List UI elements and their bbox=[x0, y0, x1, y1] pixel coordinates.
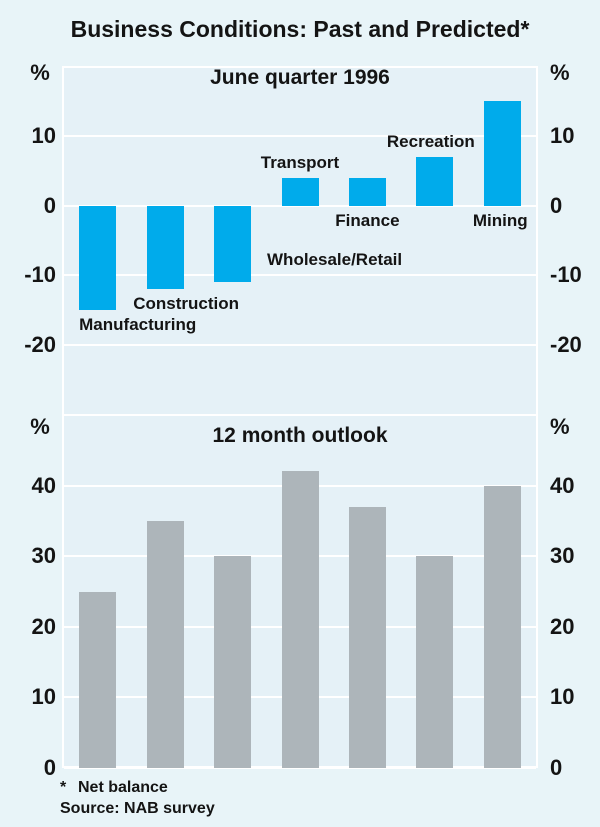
y-axis-tick-left: -20 bbox=[24, 332, 56, 358]
y-axis-tick-right: 0 bbox=[550, 192, 563, 218]
gridline bbox=[64, 767, 536, 769]
category-label-recreation: Recreation bbox=[386, 131, 475, 151]
category-label-transport: Transport bbox=[260, 152, 340, 172]
y-axis-tick-left: 0 bbox=[43, 755, 56, 780]
gridline bbox=[64, 274, 536, 277]
panel-title-12-month-outlook: 12 month outlook bbox=[212, 424, 388, 447]
category-label-mining: Mining bbox=[472, 210, 528, 230]
y-axis-tick-right: -20 bbox=[550, 332, 582, 358]
percent-axis-label-top-right: % bbox=[550, 60, 570, 85]
footnote-net-balance: * Net balance bbox=[60, 778, 168, 798]
y-axis-tick-right: 10 bbox=[550, 122, 575, 148]
y-axis-tick-right: 10 bbox=[550, 684, 575, 710]
panel-title-june-quarter-1996: June quarter 1996 bbox=[210, 66, 390, 89]
outlook-bar-mining bbox=[483, 485, 521, 768]
bar-mining bbox=[483, 100, 521, 206]
bar-wholesale-retail bbox=[214, 205, 252, 283]
percent-axis-label-bottom-right: % bbox=[550, 414, 570, 439]
y-axis-tick-right: -10 bbox=[550, 262, 582, 288]
y-axis-tick-left: 40 bbox=[31, 472, 56, 498]
y-axis-tick-right: 30 bbox=[550, 543, 575, 569]
footnote-marker: * bbox=[60, 779, 67, 796]
outlook-bar-construction bbox=[146, 520, 184, 768]
outlook-bar-finance bbox=[348, 506, 386, 768]
chart-title: Business Conditions: Past and Predicted* bbox=[70, 16, 530, 42]
gridline bbox=[64, 204, 536, 207]
percent-axis-label-top-left: % bbox=[30, 60, 50, 85]
category-label-construction: Construction bbox=[133, 294, 240, 314]
outlook-bar-transport bbox=[281, 471, 319, 768]
y-axis-tick-left: 10 bbox=[31, 684, 56, 710]
y-axis-tick-left: 0 bbox=[43, 192, 56, 218]
bar-recreation bbox=[416, 156, 454, 206]
y-axis-tick-left: 10 bbox=[31, 122, 56, 148]
panel-divider bbox=[62, 414, 538, 416]
footnote-text: Net balance bbox=[78, 779, 168, 796]
y-axis-tick-right: 40 bbox=[550, 472, 575, 498]
gridline bbox=[64, 134, 536, 137]
outlook-bar-recreation bbox=[416, 556, 454, 768]
y-axis-tick-left: -10 bbox=[24, 262, 56, 288]
category-label-manufacturing: Manufacturing bbox=[79, 315, 197, 335]
outlook-bar-wholesale-retail bbox=[214, 556, 252, 768]
bar-manufacturing bbox=[79, 205, 117, 311]
y-axis-tick-left: 20 bbox=[31, 613, 56, 639]
percent-axis-label-bottom-left: % bbox=[30, 414, 50, 439]
bar-construction bbox=[146, 205, 184, 290]
bar-transport bbox=[281, 177, 319, 206]
bar-finance bbox=[348, 177, 386, 206]
source-note: Source: NAB survey bbox=[60, 800, 215, 817]
category-label-finance: Finance bbox=[335, 210, 400, 230]
gridline bbox=[64, 344, 536, 347]
y-axis-tick-right: 0 bbox=[550, 755, 563, 780]
y-axis-tick-right: 20 bbox=[550, 613, 575, 639]
y-axis-tick-left: 30 bbox=[31, 543, 56, 569]
category-label-wholesale-retail: Wholesale/Retail bbox=[267, 250, 403, 270]
outlook-bar-manufacturing bbox=[79, 591, 117, 768]
